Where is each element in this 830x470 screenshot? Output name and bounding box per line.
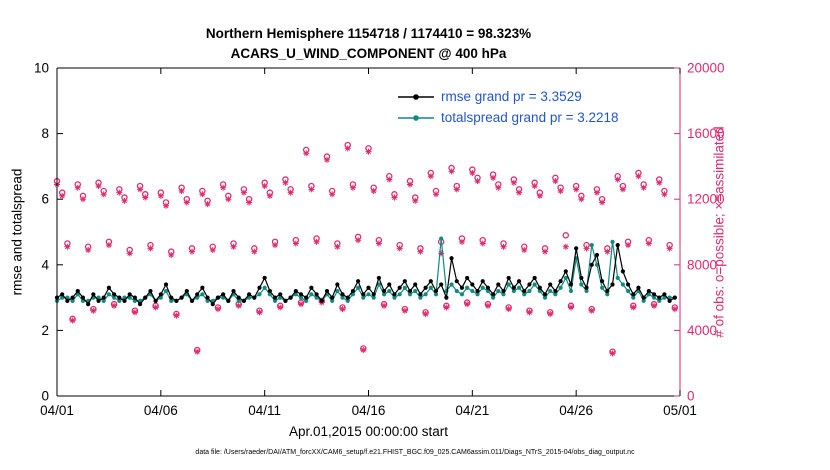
- legend-item-rmse: rmse grand pr = 3.3529: [396, 86, 619, 107]
- svg-text:4: 4: [41, 257, 49, 272]
- svg-text:10: 10: [34, 61, 49, 76]
- svg-text:0: 0: [41, 389, 49, 404]
- chart-title: Northern Hemisphere 1154718 / 1174410 = …: [205, 26, 532, 41]
- chart-subtitle: ACARS_U_WIND_COMPONENT @ 400 hPa: [230, 46, 507, 61]
- svg-text:8000: 8000: [687, 257, 717, 272]
- legend-label-rmse: rmse grand pr = 3.3529: [441, 89, 582, 104]
- svg-text:04/06: 04/06: [144, 403, 178, 418]
- svg-text:04/21: 04/21: [455, 403, 489, 418]
- legend-item-totalspread: totalspread grand pr = 3.2218: [396, 107, 619, 128]
- svg-text:6: 6: [41, 192, 49, 207]
- svg-text:2: 2: [41, 323, 49, 338]
- legend: rmse grand pr = 3.3529 totalspread grand…: [396, 86, 619, 128]
- svg-text:04/16: 04/16: [352, 403, 386, 418]
- left-axis-label: rmse and totalspread: [9, 168, 25, 296]
- svg-text:04/01: 04/01: [40, 403, 74, 418]
- data-file-caption: data file: /Users/raeder/DAI/ATM_forcXX/…: [195, 449, 635, 456]
- svg-text:16000: 16000: [687, 126, 725, 141]
- totalspread-line-marker-icon: [398, 114, 434, 121]
- legend-label-totalspread: totalspread grand pr = 3.2218: [441, 110, 619, 125]
- svg-text:0: 0: [687, 389, 695, 404]
- rmse-line-marker-icon: [398, 93, 434, 100]
- right-axis-label: # of obs: o=possible; ×=assimilated: [711, 126, 727, 338]
- svg-text:4000: 4000: [687, 323, 717, 338]
- svg-text:04/11: 04/11: [248, 403, 281, 418]
- svg-text:05/01: 05/01: [663, 403, 697, 418]
- svg-text:04/26: 04/26: [559, 403, 593, 418]
- svg-text:20000: 20000: [687, 61, 725, 76]
- svg-text:8: 8: [41, 126, 49, 141]
- svg-text:12000: 12000: [687, 192, 725, 207]
- x-axis-label: Apr.01,2015 00:00:00 start: [288, 424, 449, 439]
